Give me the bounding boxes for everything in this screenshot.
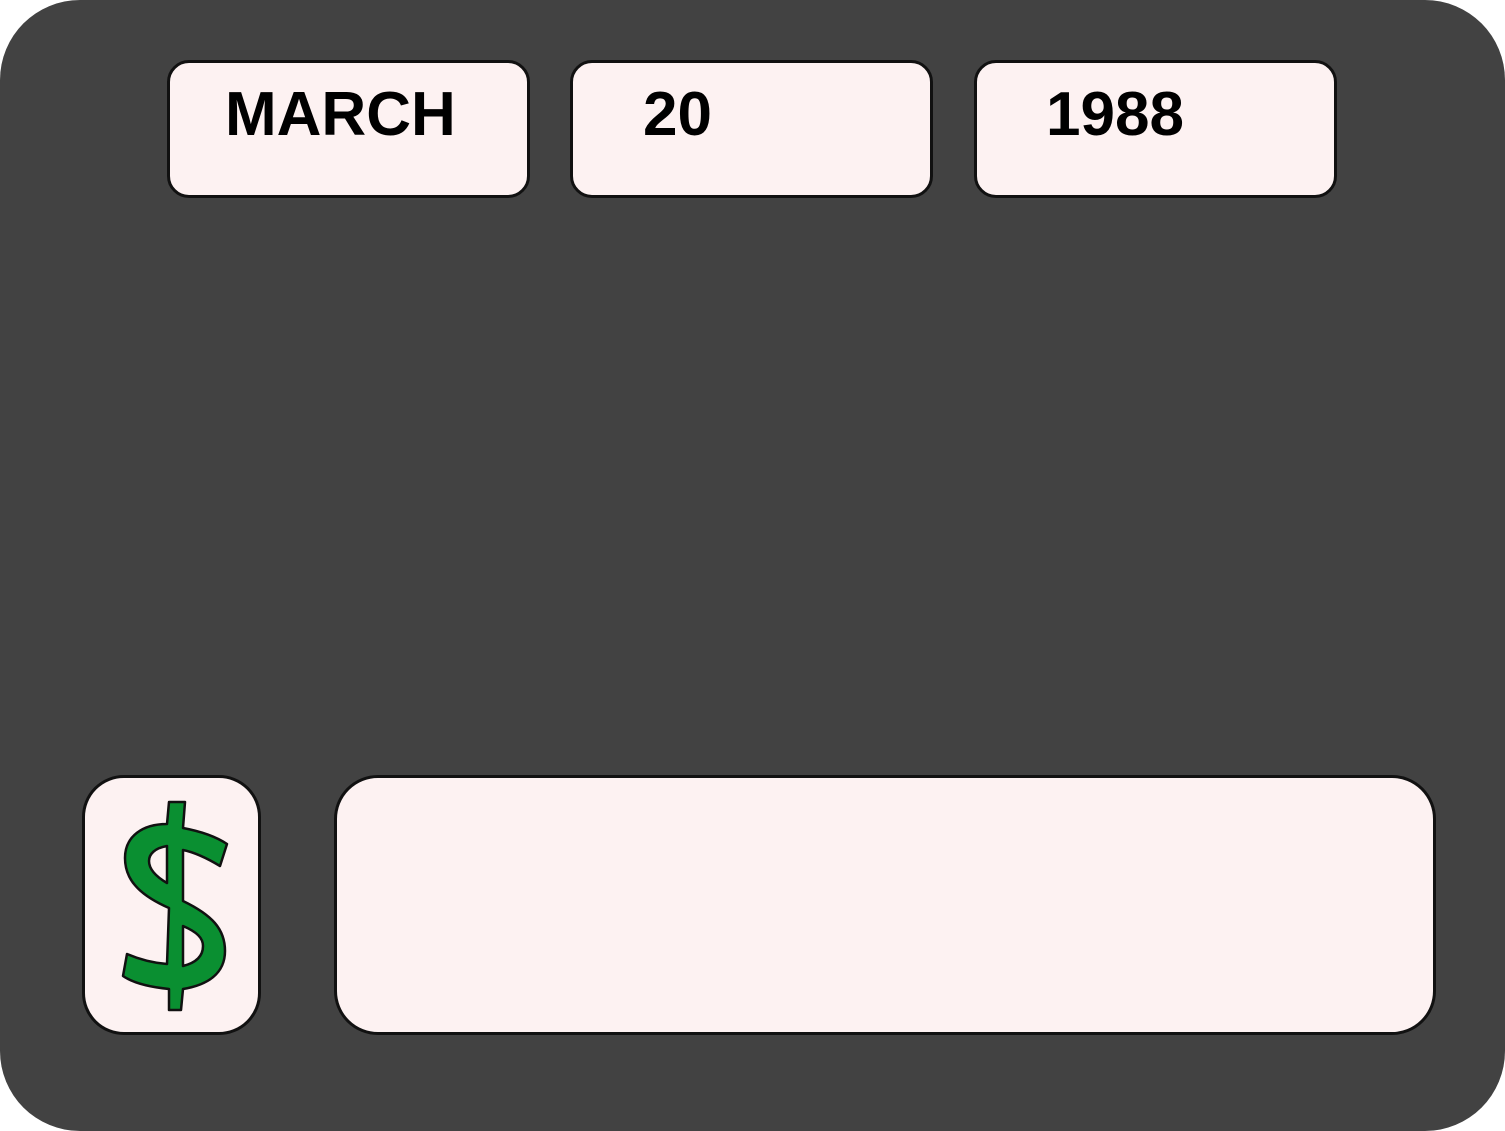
amount-input[interactable] (334, 775, 1436, 1035)
month-value: MARCH (225, 80, 456, 149)
dollar-icon (121, 800, 229, 1012)
month-field[interactable]: MARCH (167, 60, 530, 198)
day-field[interactable]: 20 (570, 60, 933, 198)
year-field[interactable]: 1988 (974, 60, 1337, 198)
year-value: 1988 (1046, 80, 1184, 149)
day-value: 20 (643, 80, 712, 149)
dollar-button[interactable] (82, 775, 261, 1035)
